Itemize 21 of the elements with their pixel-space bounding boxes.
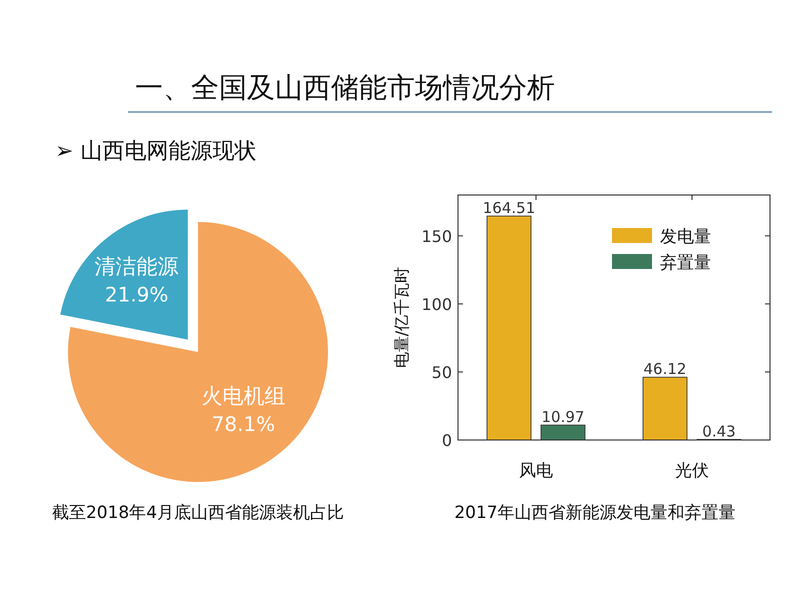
legend-label: 发电量 (660, 227, 711, 247)
data-label: 0.43 (702, 422, 736, 440)
chart-title: 一、全国及山西储能市场情况分析 (135, 71, 555, 104)
slice-label: 火电机组 (201, 384, 286, 408)
x-tick-label: 风电 (519, 461, 553, 481)
data-label: 10.97 (542, 408, 584, 426)
data-label: 46.12 (644, 360, 686, 378)
slice-label: 清洁能源 (94, 254, 179, 278)
chart-subtitle: ➢ 山西电网能源现状 (55, 139, 256, 164)
y-tick-label: 50 (432, 362, 452, 382)
data-label: 78.1% (212, 412, 276, 436)
text: 2017年山西省新能源发电量和弃置量 (454, 503, 736, 523)
data-label: 164.51 (482, 199, 536, 218)
y-tick-label: 150 (421, 226, 452, 246)
y-tick-label: 0 (442, 431, 452, 450)
x-tick-label: 光伏 (675, 461, 709, 481)
legend-label: 弃置量 (660, 253, 711, 273)
y-axis-title: 电量/亿千瓦时 (392, 266, 411, 368)
text: 截至2018年4月底山西省能源装机占比 (52, 503, 344, 523)
data-label: 21.9% (104, 282, 168, 306)
y-tick-label: 100 (421, 294, 452, 314)
